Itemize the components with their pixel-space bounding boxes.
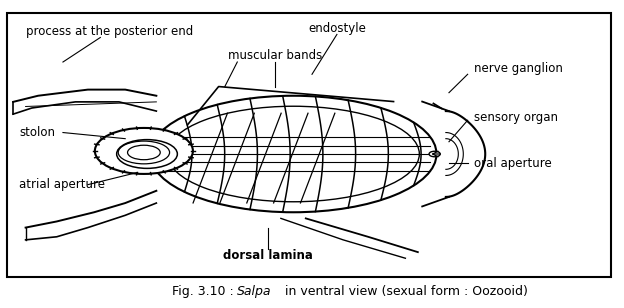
Text: Fig. 3.10 :: Fig. 3.10 :: [172, 286, 237, 298]
Text: oral aperture: oral aperture: [474, 157, 552, 170]
Text: Salpa: Salpa: [237, 286, 272, 298]
Text: endostyle: endostyle: [308, 22, 366, 35]
Text: muscular bands: muscular bands: [228, 49, 322, 63]
Text: atrial aperture: atrial aperture: [19, 178, 105, 191]
Text: in ventral view (sexual form : Oozooid): in ventral view (sexual form : Oozooid): [281, 286, 528, 298]
Text: stolon: stolon: [19, 126, 56, 139]
Ellipse shape: [95, 128, 193, 174]
Ellipse shape: [150, 96, 437, 212]
Text: dorsal lamina: dorsal lamina: [223, 249, 313, 262]
Bar: [7, 13, 611, 277]
Text: nerve ganglion: nerve ganglion: [474, 62, 563, 75]
Ellipse shape: [429, 151, 441, 157]
Ellipse shape: [117, 140, 177, 168]
Text: sensory organ: sensory organ: [474, 111, 558, 124]
Text: process at the posterior end: process at the posterior end: [26, 25, 193, 38]
